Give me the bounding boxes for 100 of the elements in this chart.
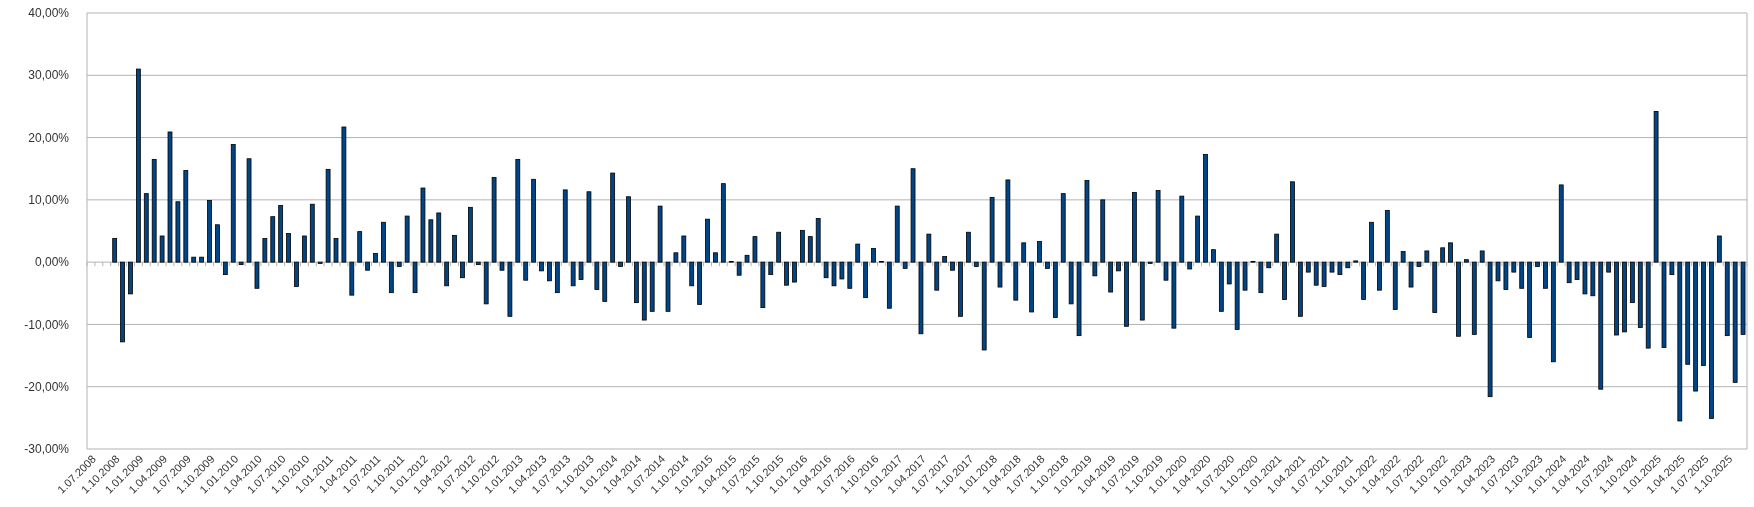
bar [120,261,125,343]
bar [444,261,450,287]
bar [1464,259,1469,263]
bar [1290,181,1295,263]
bar [491,177,497,263]
bar [594,261,600,290]
bar [1669,261,1675,275]
bar [1329,261,1335,273]
bar [570,261,576,287]
bar [958,261,963,317]
bar [1218,261,1224,312]
bar [333,238,339,263]
bar [863,261,868,299]
bar [1400,251,1406,263]
bar [1226,261,1232,285]
bar [760,261,766,309]
bar [1234,261,1240,330]
bar [578,261,584,280]
bar [483,261,489,305]
bar [128,261,133,295]
bar [309,203,315,263]
bar [1313,261,1319,286]
bar [1732,261,1738,383]
bar [207,200,212,263]
bar [784,261,789,286]
bar [222,261,228,275]
bar [1187,261,1193,270]
bar [1203,153,1208,263]
bar [736,261,742,276]
bar [1408,261,1414,288]
bar [1013,261,1019,301]
bar [428,219,434,263]
bar [396,261,402,267]
bar [547,261,552,282]
bar [1558,184,1564,263]
bar [1021,242,1027,263]
bar [1108,261,1114,293]
bar [1574,261,1580,280]
bar [910,168,916,263]
bar [1060,193,1066,263]
y-tick-label: 20,00% [28,130,70,145]
bar [1448,242,1453,263]
bar [831,261,837,287]
bar [1171,261,1177,329]
y-tick-label: -10,00% [24,317,70,332]
bar [1369,221,1374,263]
bar [1068,261,1074,305]
bar [539,261,544,272]
bar [286,233,291,263]
bar [1645,261,1651,349]
bar [562,189,568,263]
bar [136,68,141,263]
bar [1685,261,1691,365]
bar [1582,261,1588,295]
bar [815,218,821,263]
y-tick-label: 0,00% [34,255,70,270]
bar [1179,195,1185,263]
bar [1037,241,1042,263]
bar [460,261,465,279]
bar [823,261,829,279]
bar [1029,261,1034,313]
bar [436,212,442,263]
bar [199,256,204,263]
bar [681,235,687,263]
bar [1384,210,1390,263]
bar [1487,261,1493,398]
bar [1709,261,1714,419]
y-tick-label: -20,00% [24,379,70,394]
bar [1511,261,1517,273]
bar [1211,249,1216,263]
bar [626,196,631,263]
bar [554,261,560,294]
bar [649,261,655,312]
bar [325,168,331,263]
bar [1503,261,1509,290]
bar [641,261,647,321]
bar [1495,261,1501,282]
bar [499,261,505,271]
bar [807,236,813,263]
bar [278,205,284,263]
bar [610,172,616,263]
bar [1242,261,1248,291]
bar [191,256,197,263]
bar [697,261,702,305]
bar [855,243,861,263]
bar [1740,261,1746,335]
bar [1716,235,1722,263]
y-tick-label: -30,00% [24,442,70,457]
bar [689,261,695,287]
bar [1471,261,1477,335]
bar [1361,261,1366,300]
bar [302,235,307,263]
bar [452,234,457,263]
bar [973,261,979,267]
bar [1590,261,1596,297]
bar [238,261,244,266]
bar [918,261,924,335]
bar [381,221,386,263]
bar [871,248,876,263]
bar [657,205,663,263]
